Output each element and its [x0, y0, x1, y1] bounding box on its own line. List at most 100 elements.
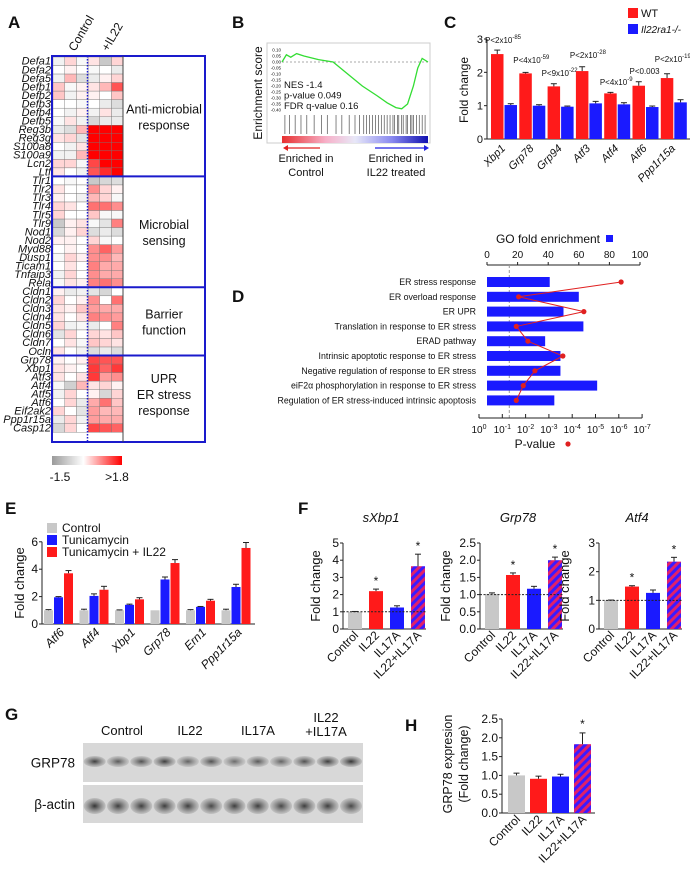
- y-axis-label: Fold change: [557, 550, 572, 622]
- heatmap-cell: [64, 159, 77, 169]
- tick-base: 10: [564, 425, 576, 436]
- heatmap-cell: [99, 210, 112, 220]
- enrichment-curve: [281, 52, 429, 110]
- heatmap-cell: [76, 210, 89, 220]
- y-tick-label: -0.05: [271, 66, 282, 71]
- gene-label: Defa1: [22, 56, 51, 68]
- heatmap-cell: [52, 406, 65, 416]
- heatmap-cell: [111, 107, 124, 117]
- heatmap-cell: [99, 235, 112, 245]
- y-tick-label: 2: [477, 67, 483, 79]
- heatmap-cell: [52, 261, 65, 271]
- heatmap-cell: [52, 159, 65, 169]
- heatmap-cell: [99, 193, 112, 203]
- y-tick-label: 0.0: [481, 806, 498, 820]
- bar-il22: [530, 778, 547, 813]
- blot-row-label: β-actin: [34, 797, 75, 812]
- p-value-point: [513, 323, 519, 329]
- legend-swatch-ko: [628, 24, 638, 34]
- heatmap-cell: [76, 304, 89, 314]
- p-value-point: [560, 353, 566, 359]
- heatmap-cell: [64, 184, 77, 194]
- x-tick-label: Atf6: [41, 625, 67, 651]
- heatmap-cell: [87, 73, 100, 83]
- heatmap-cell: [99, 389, 112, 399]
- tick-base: 10: [610, 425, 622, 436]
- heatmap-cell: [76, 73, 89, 83]
- bar-il17a: [527, 588, 541, 629]
- y-tick-label: 0: [477, 134, 483, 146]
- bar-il22ra1-ko: [561, 106, 574, 139]
- bar-control: [186, 610, 195, 624]
- heatmap-cell: [52, 398, 65, 407]
- heatmap-cell: [111, 167, 124, 177]
- y-axis-label: (Fold change): [457, 725, 471, 802]
- fold-enrichment-bar: [487, 277, 550, 287]
- gene-label: Ticam1: [15, 260, 51, 272]
- heatmap-cell: [111, 218, 124, 228]
- protein-band: [176, 756, 199, 767]
- heatmap-cell: [99, 167, 112, 177]
- heatmap-cell: [52, 338, 65, 348]
- y-tick-label: 0.00: [272, 60, 281, 65]
- y-tick-label: 0.05: [272, 54, 281, 59]
- section-label: Anti-microbial: [126, 103, 202, 117]
- gene-label: Tnfaip3: [14, 269, 52, 281]
- heatmap-cell: [111, 235, 124, 245]
- legend-label-ko: Il22ra1-/-: [641, 25, 682, 36]
- heatmap-cell: [87, 372, 100, 382]
- p-value-label: P<2x10-19: [655, 54, 690, 64]
- bottom-tick-label: 10-4: [564, 424, 581, 436]
- column-header-il22: +IL22: [98, 20, 125, 54]
- heatmap-cell: [99, 244, 112, 254]
- color-scale-max: >1.8: [105, 470, 129, 484]
- top-tick-label: 0: [484, 250, 490, 261]
- protein-band: [293, 756, 316, 767]
- y-tick-label: 1: [588, 593, 595, 607]
- fold-enrichment-bar: [487, 336, 546, 347]
- heatmap-cell: [87, 304, 100, 314]
- y-tick-label: 3: [588, 536, 595, 550]
- gene-label: Dusp1: [19, 252, 51, 264]
- protein-band: [340, 798, 362, 814]
- heatmap-cell: [52, 423, 65, 433]
- heatmap-cell: [64, 321, 77, 331]
- heatmap-cell: [111, 261, 124, 271]
- heatmap-cell: [111, 380, 124, 390]
- bottom-tick-label: 10-7: [633, 424, 650, 436]
- heatmap-cell: [64, 252, 77, 262]
- heatmap-cell: [76, 90, 89, 100]
- bar-il22ra1-ko: [674, 102, 687, 139]
- heatmap-cell: [111, 201, 124, 211]
- blot-strip: [83, 743, 363, 782]
- heatmap-cell: [99, 82, 112, 92]
- color-scale-min: -1.5: [50, 470, 71, 484]
- go-term-label: Intrinsic apoptotic response to ER stres…: [319, 351, 477, 361]
- heatmap-cell: [52, 184, 65, 194]
- bar-control: [604, 600, 618, 629]
- heatmap-cell: [87, 363, 100, 373]
- gene-label: Grp78: [20, 354, 51, 366]
- p-value-base: P<9x10: [542, 69, 570, 78]
- heatmap-cell: [99, 65, 112, 75]
- heatmap-cell: [87, 398, 100, 407]
- heatmap-cell: [99, 184, 112, 194]
- bar-wt: [575, 71, 589, 139]
- heatmap-cell: [87, 184, 100, 194]
- top-tick-label: 80: [604, 250, 616, 261]
- heatmap-cell: [64, 372, 77, 382]
- bar-tunicamycin-il22: [241, 547, 251, 624]
- tick-base: 10: [587, 425, 599, 436]
- heatmap-cell: [64, 82, 77, 92]
- heatmap-cell: [64, 338, 77, 348]
- heatmap-cell: [99, 278, 112, 288]
- heatmap-cell: [52, 380, 65, 390]
- p-value-exponent: -9: [627, 77, 633, 83]
- significance-star: *: [672, 542, 677, 556]
- heatmap-cell: [87, 133, 100, 143]
- protein-band: [270, 756, 293, 767]
- heatmap-cell: [99, 380, 112, 390]
- heatmap-cell: [87, 125, 100, 134]
- gene-label: Eif2ak2: [14, 405, 51, 417]
